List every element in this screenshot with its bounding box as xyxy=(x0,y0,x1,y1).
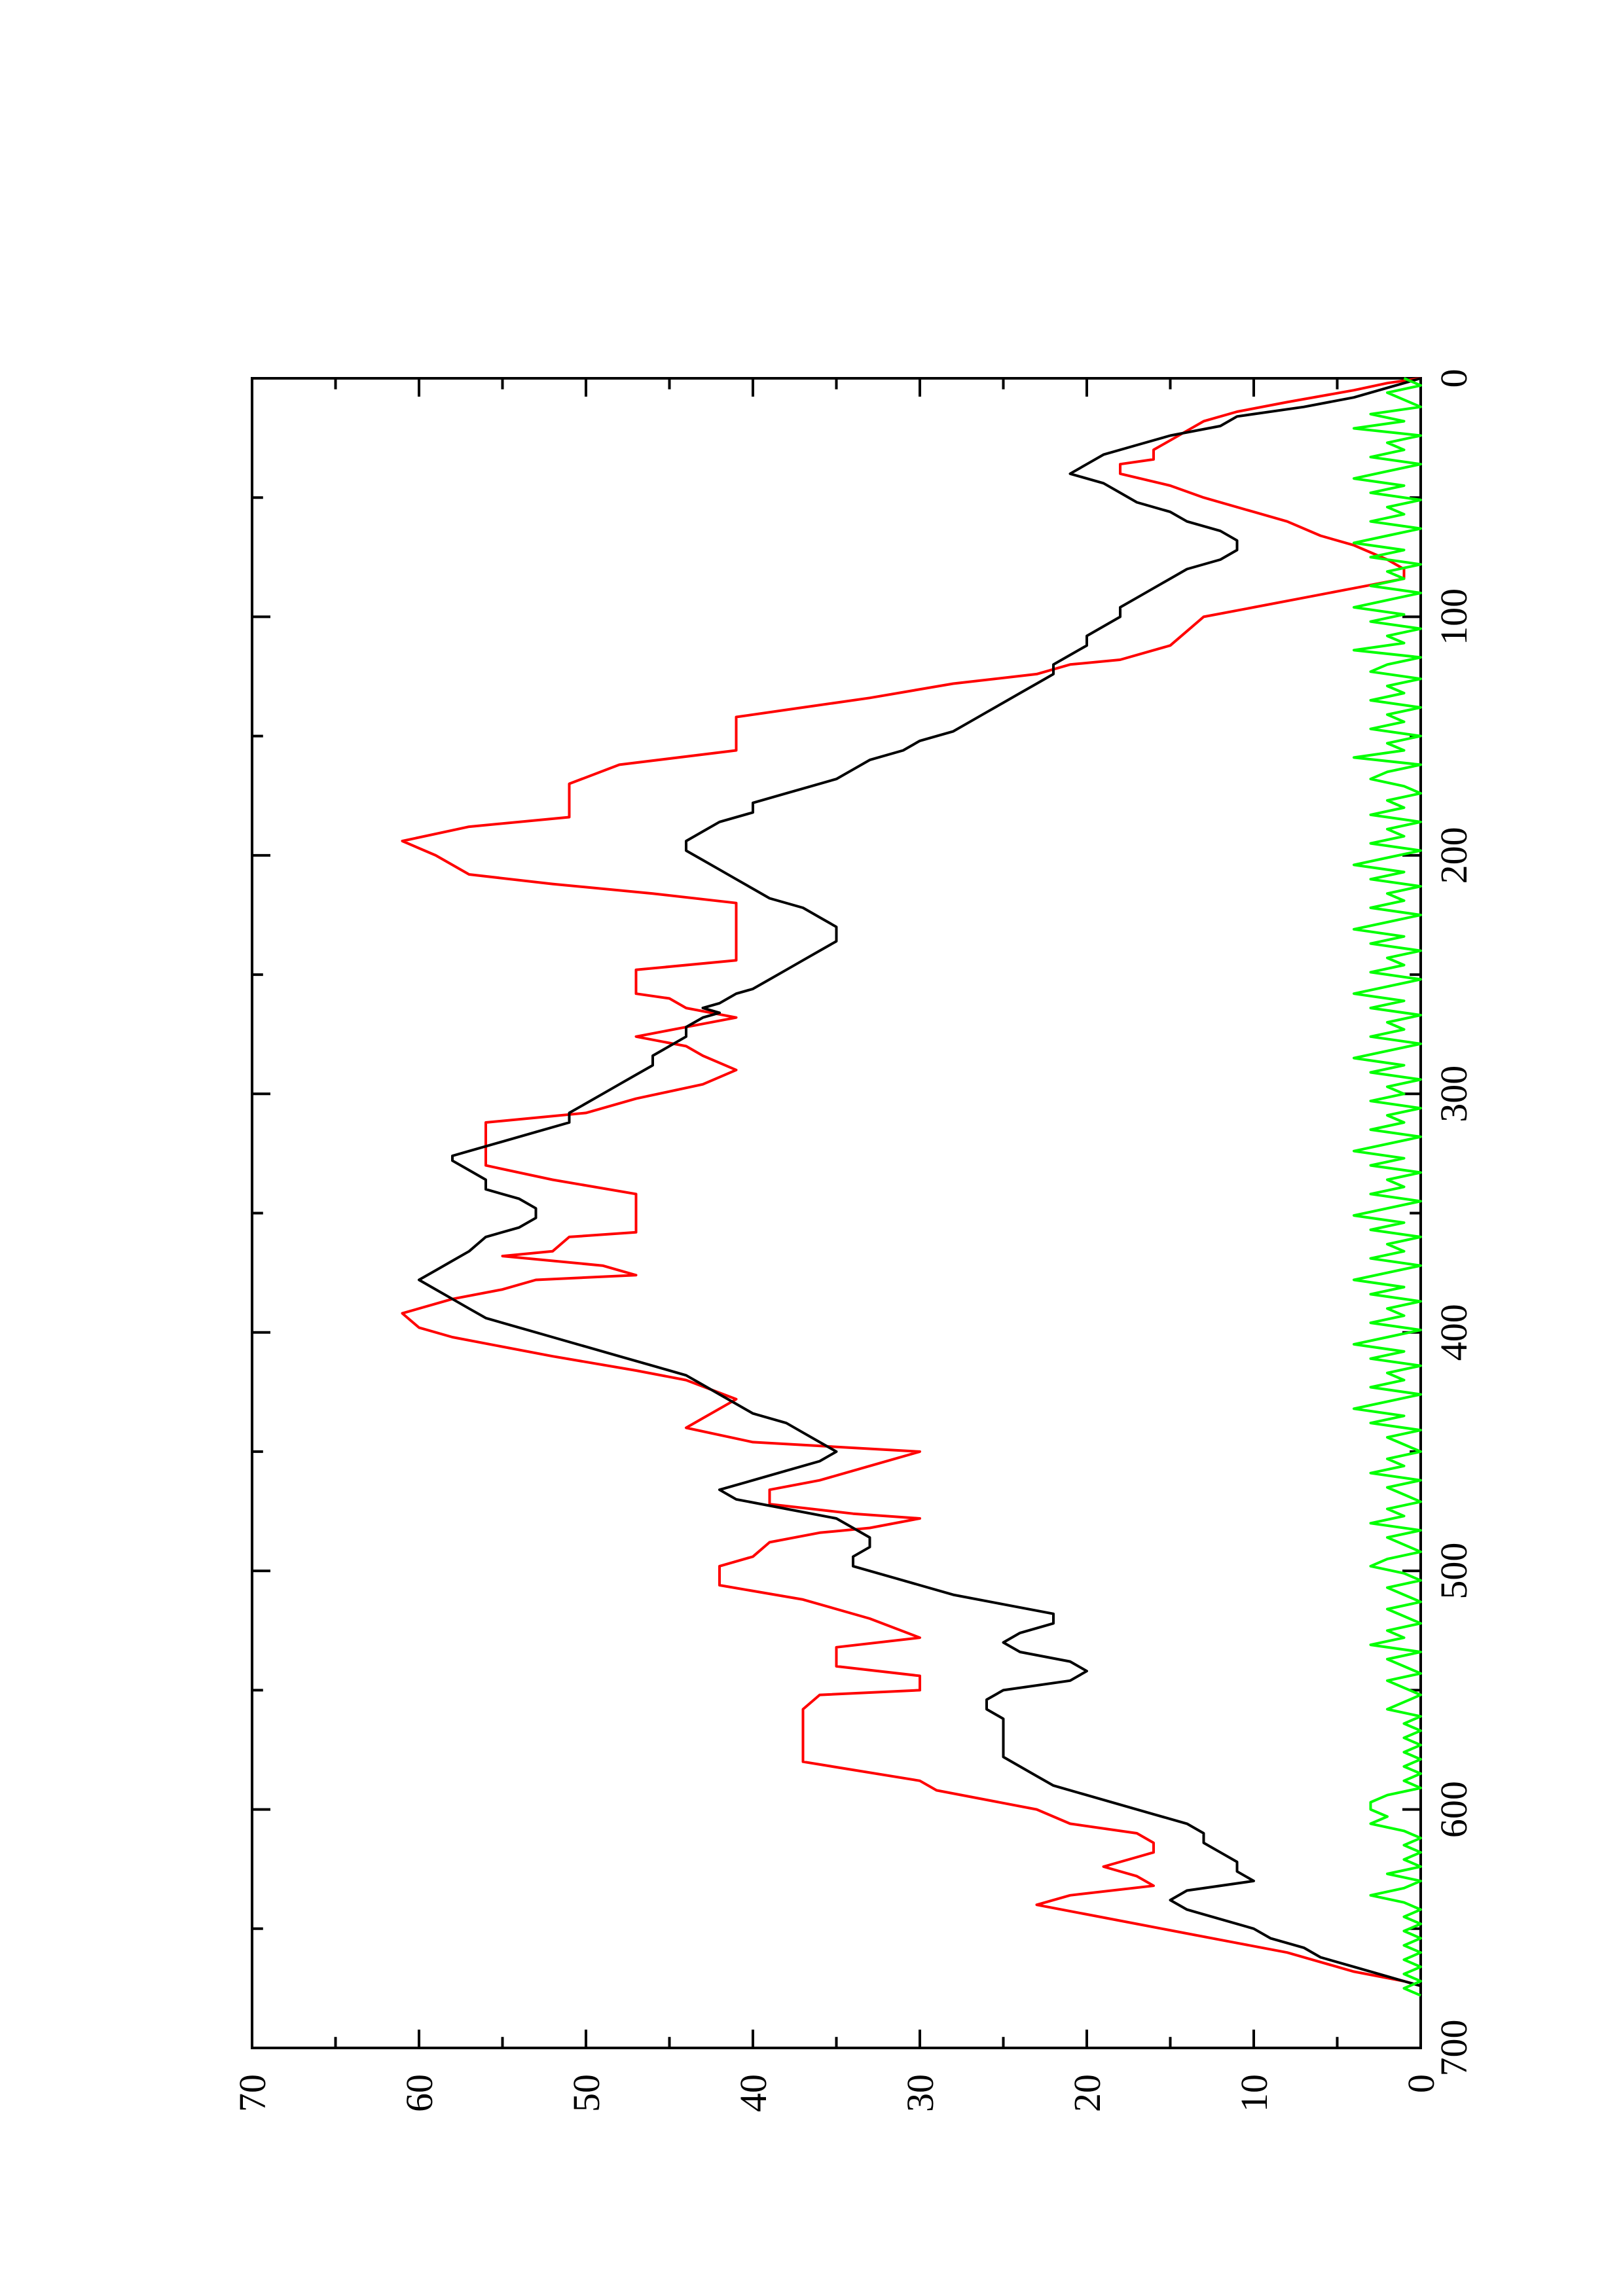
x-tick-label: 500 xyxy=(1432,1543,1475,1600)
plot-frame xyxy=(251,377,1422,2049)
x-tick-label: 100 xyxy=(1432,588,1475,645)
x-tick-label: 600 xyxy=(1432,1781,1475,1838)
y-tick-label: 60 xyxy=(398,2074,441,2112)
series-layer xyxy=(401,377,1422,1997)
y-tick-label: 40 xyxy=(732,2074,775,2112)
axis-ticks xyxy=(251,377,1422,2049)
y-tick-label: 30 xyxy=(899,2074,941,2112)
series-line-2 xyxy=(1353,377,1422,1997)
series-line-1 xyxy=(418,377,1421,1988)
y-tick-label: 20 xyxy=(1066,2074,1108,2112)
x-tick-label: 400 xyxy=(1432,1304,1475,1361)
x-tick-label: 300 xyxy=(1432,1066,1475,1122)
y-tick-label: 70 xyxy=(231,2074,274,2112)
series-line-0 xyxy=(401,377,1421,1988)
x-tick-label: 700 xyxy=(1432,2020,1475,2077)
y-tick-label: 0 xyxy=(1400,2074,1442,2093)
y-tick-label: 50 xyxy=(565,2074,608,2112)
y-tick-label: 10 xyxy=(1233,2074,1275,2112)
x-tick-label: 0 xyxy=(1432,369,1475,388)
x-tick-label: 200 xyxy=(1432,827,1475,884)
